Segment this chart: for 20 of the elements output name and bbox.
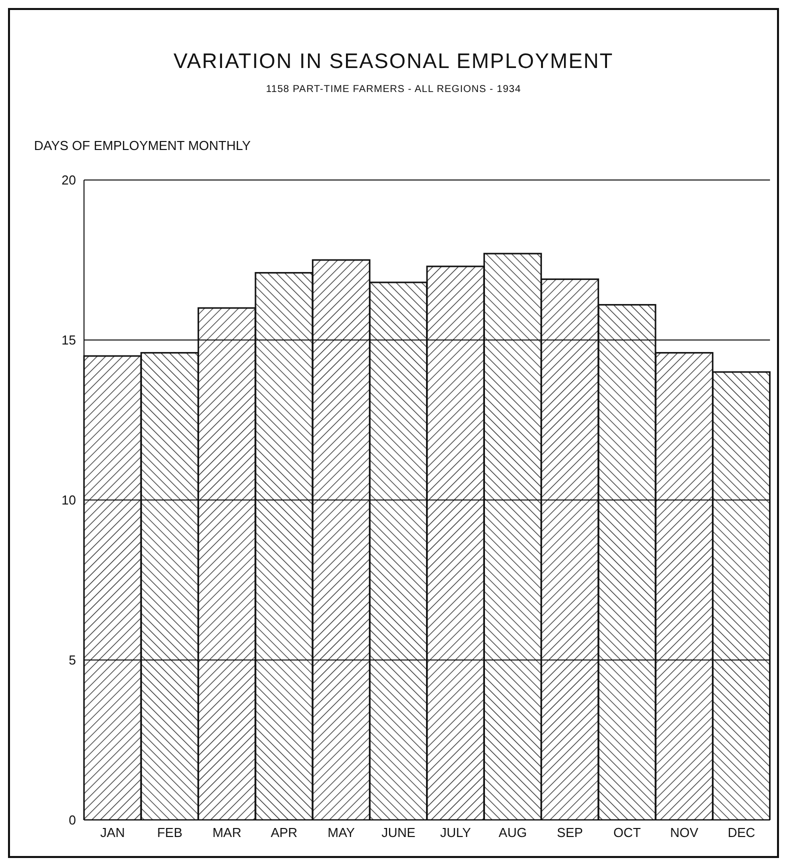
x-tick-label: SEP	[556, 825, 583, 840]
x-tick-label: JUNE	[381, 825, 416, 840]
chart-subtitle: 1158 PART-TIME FARMERS - ALL REGIONS - 1934	[264, 84, 522, 95]
chart-title: VARIATION IN SEASONAL EMPLOYMENT	[172, 50, 615, 74]
y-tick-label: 5	[68, 652, 76, 668]
x-tick-label: FEB	[157, 825, 182, 840]
y-axis-title: DAYS OF EMPLOYMENT MONTHLY	[34, 138, 252, 153]
x-tick-label: DEC	[728, 825, 756, 840]
y-tick-label: 20	[62, 172, 76, 188]
x-tick-label: OCT	[613, 825, 641, 840]
y-tick-label: 0	[68, 812, 76, 828]
x-tick-label: APR	[270, 825, 298, 840]
x-tick-label: AUG	[498, 825, 527, 840]
x-tick-label: JAN	[100, 825, 125, 840]
y-tick-label: 10	[62, 492, 76, 508]
x-tick-label: MAY	[328, 825, 356, 840]
y-tick-label: 15	[62, 332, 76, 348]
x-tick-label: NOV	[670, 825, 699, 840]
x-tick-label: JULY	[440, 825, 472, 840]
x-tick-label: MAR	[212, 825, 242, 840]
